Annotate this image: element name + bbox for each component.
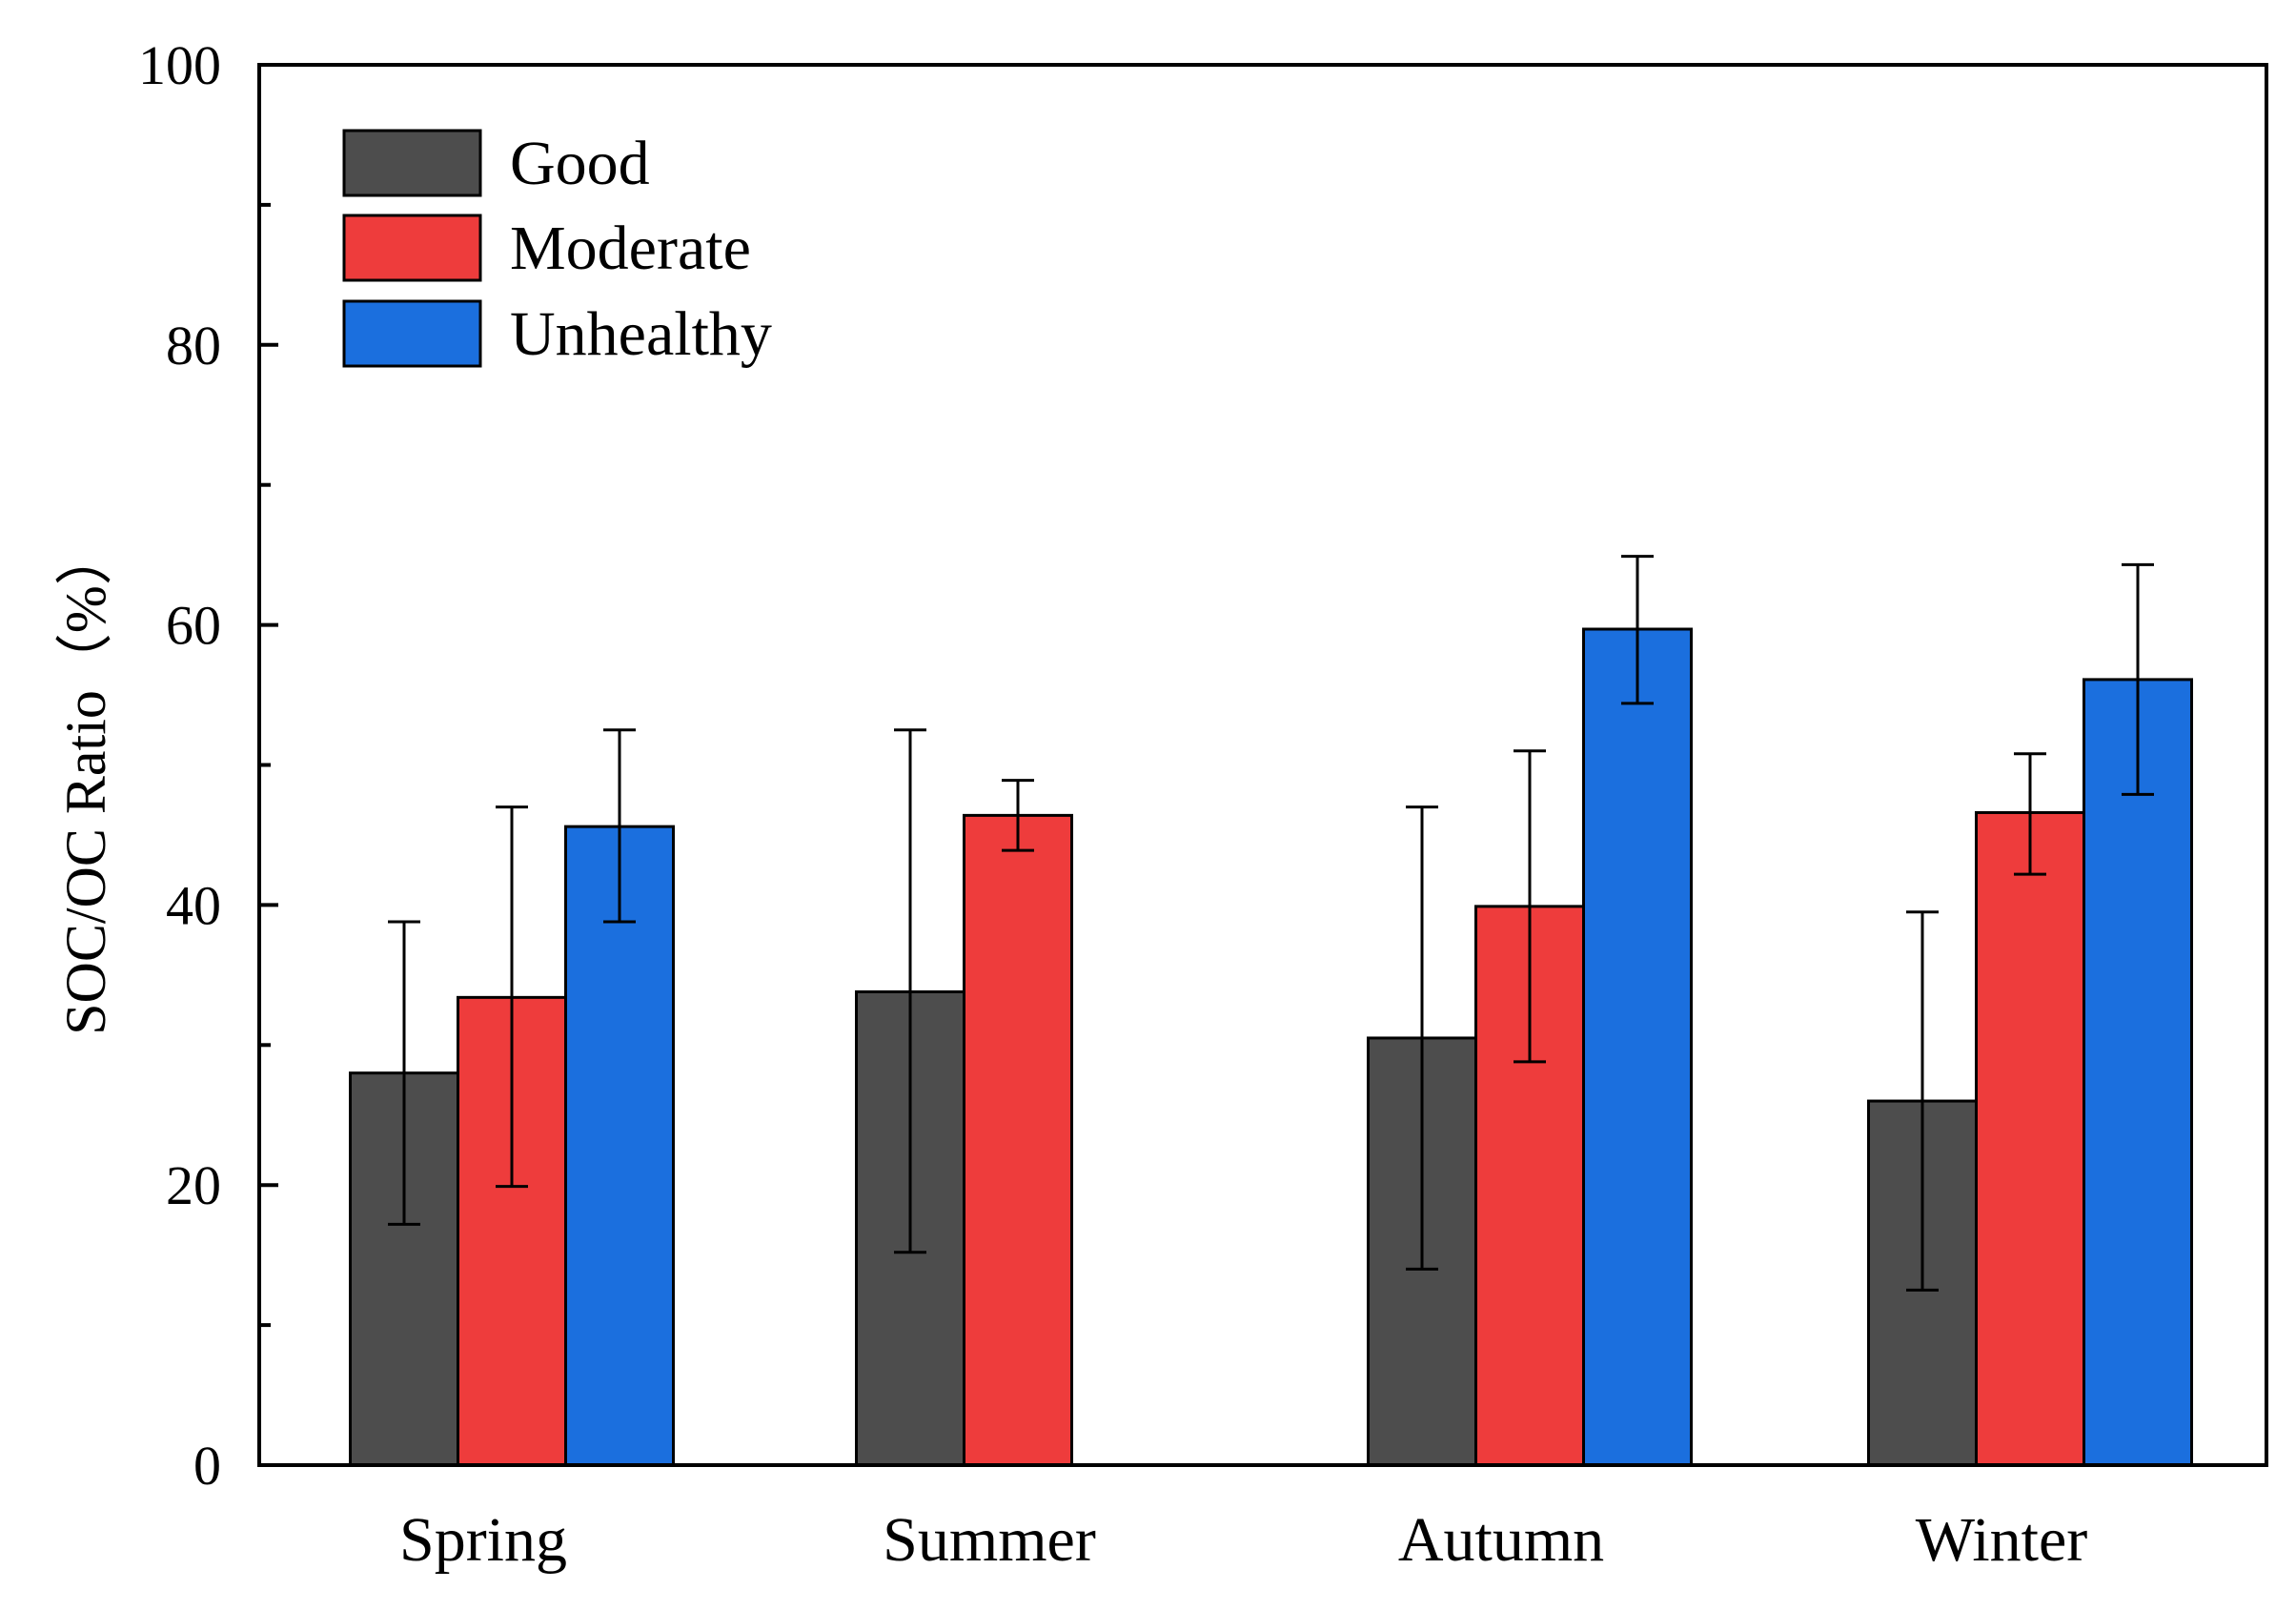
y-tick-label-80: 80 [166, 315, 221, 377]
error-bar-good-winter [1906, 910, 1939, 1292]
legend-label-unhealthy: Unhealthy [510, 299, 772, 369]
x-category-label-winter: Winter [1916, 1505, 2088, 1575]
legend-label-moderate: Moderate [510, 214, 751, 283]
error-bar-good-spring [388, 920, 420, 1226]
error-bar-unhealthy-winter [2122, 562, 2154, 796]
x-axis-category-labels: Spring Summer Autumn Winter [399, 1505, 2087, 1575]
legend: Good Moderate Unhealthy [342, 129, 772, 369]
bars-layer [349, 627, 2193, 1467]
legend-swatch-moderate [342, 214, 482, 282]
y-tick-label-40: 40 [166, 874, 221, 936]
y-axis-tick-labels: 0 20 40 60 80 100 [138, 34, 221, 1497]
error-bar-good-autumn [1406, 805, 1438, 1271]
bar-unhealthy-autumn [1582, 627, 1693, 1467]
bar-moderate-summer [963, 813, 1073, 1467]
error-bar-moderate-spring [496, 805, 528, 1189]
error-bar-unhealthy-autumn [1621, 555, 1654, 705]
x-category-label-summer: Summer [883, 1505, 1096, 1575]
legend-swatch-unhealthy [342, 299, 482, 368]
y-axis-label: SOC/OC Ratio（%） [54, 528, 117, 1035]
error-bar-good-summer [894, 728, 926, 1254]
y-tick-label-60: 60 [166, 595, 221, 657]
y-tick-label-20: 20 [166, 1154, 221, 1216]
y-tick-label-0: 0 [193, 1435, 221, 1497]
bar-unhealthy-winter [2083, 678, 2193, 1467]
y-tick-label-100: 100 [138, 34, 221, 96]
error-bar-moderate-autumn [1514, 749, 1546, 1064]
legend-item-good: Good [342, 129, 650, 198]
error-bar-unhealthy-spring [603, 728, 636, 924]
error-bar-moderate-summer [1002, 779, 1034, 852]
legend-label-good: Good [510, 129, 650, 198]
legend-item-unhealthy: Unhealthy [342, 299, 772, 369]
bar-moderate-winter [1975, 810, 2085, 1467]
y-axis-ticks [259, 63, 278, 1467]
x-category-label-autumn: Autumn [1398, 1505, 1604, 1575]
error-bars-layer [388, 555, 2154, 1292]
x-category-label-spring: Spring [399, 1505, 567, 1575]
legend-swatch-good [342, 129, 482, 197]
legend-item-moderate: Moderate [342, 214, 751, 283]
error-bar-moderate-winter [2014, 752, 2046, 876]
